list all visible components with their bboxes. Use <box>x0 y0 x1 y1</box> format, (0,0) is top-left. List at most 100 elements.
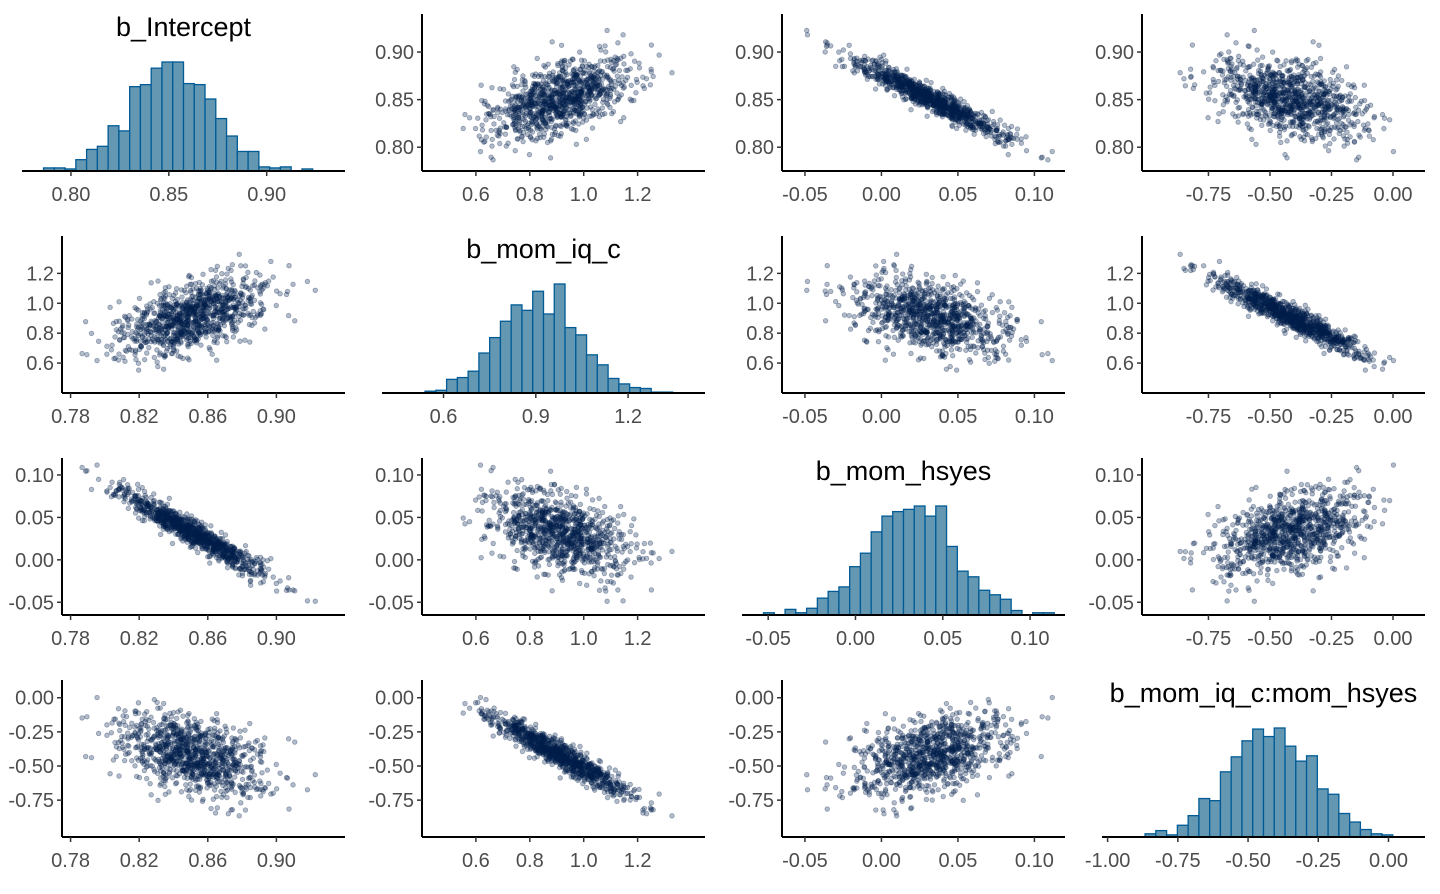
scatter-point <box>1279 99 1284 104</box>
scatter-point <box>564 117 569 122</box>
scatter-point <box>1236 120 1241 125</box>
scatter-point <box>995 126 1000 131</box>
y-tick-label: 0.6 <box>26 353 54 375</box>
scatter-point <box>924 272 929 277</box>
scatter-point <box>216 286 221 291</box>
scatter-point <box>1285 139 1290 144</box>
scatter-point <box>853 63 858 68</box>
scatter-point <box>142 357 147 362</box>
scatter-point <box>521 139 526 144</box>
scatter-point <box>568 114 573 119</box>
scatter-point <box>934 349 939 354</box>
scatter-point <box>896 338 901 343</box>
scatter-point <box>1322 87 1327 92</box>
scatter-point <box>564 96 569 101</box>
scatter-point <box>512 121 517 126</box>
scatter-point <box>1326 114 1331 119</box>
scatter-point <box>1342 144 1347 149</box>
scatter-point <box>490 85 495 90</box>
scatter-point <box>1358 135 1363 140</box>
scatter-point <box>584 137 589 142</box>
scatter-point <box>269 259 274 264</box>
scatter-point <box>220 271 225 276</box>
scatter-point <box>1006 152 1011 157</box>
scatter-point <box>149 280 154 285</box>
scatter-point <box>1291 108 1296 113</box>
scatter-point <box>1001 130 1006 135</box>
scatter-point <box>531 81 536 86</box>
scatter-point <box>1335 126 1340 131</box>
scatter-point <box>1230 62 1235 67</box>
x-tick-label: 1.2 <box>614 406 642 428</box>
scatter-point <box>214 275 219 280</box>
scatter-point <box>983 308 988 313</box>
scatter-point <box>1221 92 1226 97</box>
scatter-point <box>561 112 566 117</box>
scatter-point <box>1262 109 1267 114</box>
scatter-point <box>576 91 581 96</box>
scatter-point <box>535 123 540 128</box>
scatter-point <box>313 288 318 293</box>
scatter-point <box>825 263 830 268</box>
scatter-point <box>1211 80 1216 85</box>
scatter-point <box>96 339 101 344</box>
x-tick-label: 0.9 <box>522 406 550 428</box>
scatter-point <box>1260 100 1265 105</box>
scatter-point <box>1322 129 1327 134</box>
scatter-point <box>219 279 224 284</box>
histogram-bar <box>237 151 248 171</box>
scatter-point <box>930 275 935 280</box>
scatter-point <box>945 282 950 287</box>
scatter-point <box>1316 110 1321 115</box>
scatter-point <box>497 128 502 133</box>
scatter-point <box>1328 128 1333 133</box>
scatter-point <box>1283 105 1288 110</box>
x-tick-label: 0.86 <box>188 406 227 428</box>
scatter-point <box>218 329 223 334</box>
scatter-point <box>191 298 196 303</box>
scatter-point <box>921 93 926 98</box>
scatter-point <box>949 340 954 345</box>
scatter-point <box>924 102 929 107</box>
scatter-point <box>180 325 185 330</box>
scatter-point <box>1247 126 1252 131</box>
scatter-point <box>971 298 976 303</box>
scatter-point <box>833 299 838 304</box>
scatter-point <box>127 313 132 318</box>
x-tick-label: 0.00 <box>862 184 901 206</box>
scatter-point <box>641 84 646 89</box>
scatter-point <box>1329 103 1334 108</box>
scatter-point <box>491 108 496 113</box>
scatter-point <box>1297 94 1302 99</box>
scatter-point <box>965 110 970 115</box>
scatter-point <box>870 59 875 64</box>
scatter-point <box>1334 88 1339 93</box>
scatter-point <box>1323 144 1328 149</box>
scatter-point <box>879 321 884 326</box>
scatter-point <box>534 139 539 144</box>
scatter-point <box>1216 79 1221 84</box>
scatter-point <box>1241 111 1246 116</box>
scatter-point <box>532 114 537 119</box>
scatter-point <box>218 322 223 327</box>
scatter-point <box>1337 131 1342 136</box>
scatter-point <box>511 113 516 118</box>
scatter-point <box>608 88 613 93</box>
scatter-point <box>1019 343 1024 348</box>
scatter-point <box>1266 65 1271 70</box>
scatter-point <box>1004 139 1009 144</box>
scatter-point <box>258 301 263 306</box>
scatter-point <box>615 91 620 96</box>
scatter-point <box>545 105 550 110</box>
scatter-point <box>1339 121 1344 126</box>
histogram-bar <box>533 291 544 393</box>
scatter-point <box>480 128 485 133</box>
scatter-point <box>136 368 141 373</box>
scatter-point <box>935 96 940 101</box>
scatter-point <box>1354 158 1359 163</box>
scatter-point <box>174 286 179 291</box>
scatter-point <box>1255 58 1260 63</box>
scatter-point <box>554 113 559 118</box>
scatter-point <box>1331 81 1336 86</box>
scatter-point <box>870 293 875 298</box>
